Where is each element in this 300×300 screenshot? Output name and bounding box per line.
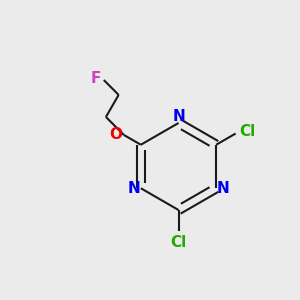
Text: N: N [128,181,141,196]
Text: Cl: Cl [170,235,187,250]
Text: O: O [110,127,122,142]
Text: N: N [172,109,185,124]
Text: F: F [91,71,101,86]
Text: Cl: Cl [239,124,256,139]
Text: N: N [216,181,229,196]
